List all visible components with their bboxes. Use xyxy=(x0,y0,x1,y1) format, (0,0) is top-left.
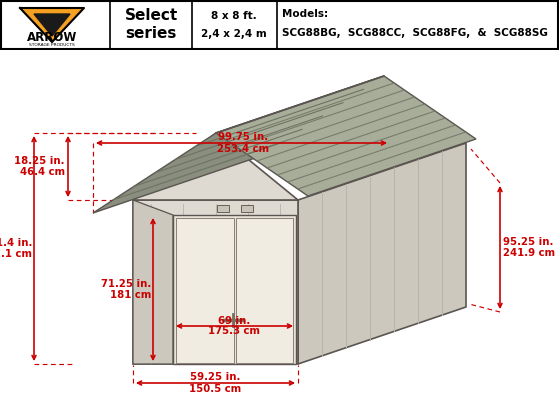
Text: 69 in.: 69 in. xyxy=(219,315,250,326)
Text: 181 cm: 181 cm xyxy=(110,290,151,300)
Polygon shape xyxy=(235,218,293,363)
Text: 91.4 in.: 91.4 in. xyxy=(0,238,32,248)
Text: SCG88BG,  SCG88CC,  SCG88FG,  &  SCG88SG: SCG88BG, SCG88CC, SCG88FG, & SCG88SG xyxy=(282,28,548,38)
Text: 18.25 in.: 18.25 in. xyxy=(15,156,65,166)
Text: 71.25 in.: 71.25 in. xyxy=(101,279,151,289)
Polygon shape xyxy=(133,133,298,200)
Text: 8 x 8 ft.: 8 x 8 ft. xyxy=(211,11,257,21)
Polygon shape xyxy=(34,14,70,36)
Bar xyxy=(240,205,253,212)
Text: 95.25 in.: 95.25 in. xyxy=(503,237,553,247)
Text: 46.4 cm: 46.4 cm xyxy=(20,167,65,177)
Text: 99.75 in.: 99.75 in. xyxy=(218,132,268,143)
Text: Select: Select xyxy=(124,8,178,23)
Text: 253.4 cm: 253.4 cm xyxy=(217,143,269,153)
Polygon shape xyxy=(93,76,384,213)
Polygon shape xyxy=(173,215,296,364)
Polygon shape xyxy=(20,8,84,42)
Text: 2,4 x 2,4 m: 2,4 x 2,4 m xyxy=(201,29,267,39)
Text: 59.25 in.: 59.25 in. xyxy=(190,373,241,382)
Text: 241.9 cm: 241.9 cm xyxy=(503,248,555,258)
Polygon shape xyxy=(133,200,298,364)
Polygon shape xyxy=(176,218,234,363)
Text: 150.5 cm: 150.5 cm xyxy=(190,384,241,394)
Text: ARROW: ARROW xyxy=(27,31,77,44)
Text: 232.1 cm: 232.1 cm xyxy=(0,249,32,259)
Text: Models:: Models: xyxy=(282,9,328,19)
Polygon shape xyxy=(298,143,466,364)
Polygon shape xyxy=(216,76,476,196)
Text: 175.3 cm: 175.3 cm xyxy=(209,326,260,337)
Text: series: series xyxy=(125,26,177,41)
Polygon shape xyxy=(133,200,173,364)
Text: STORAGE PRODUCTS: STORAGE PRODUCTS xyxy=(29,43,75,47)
Bar xyxy=(216,205,229,212)
